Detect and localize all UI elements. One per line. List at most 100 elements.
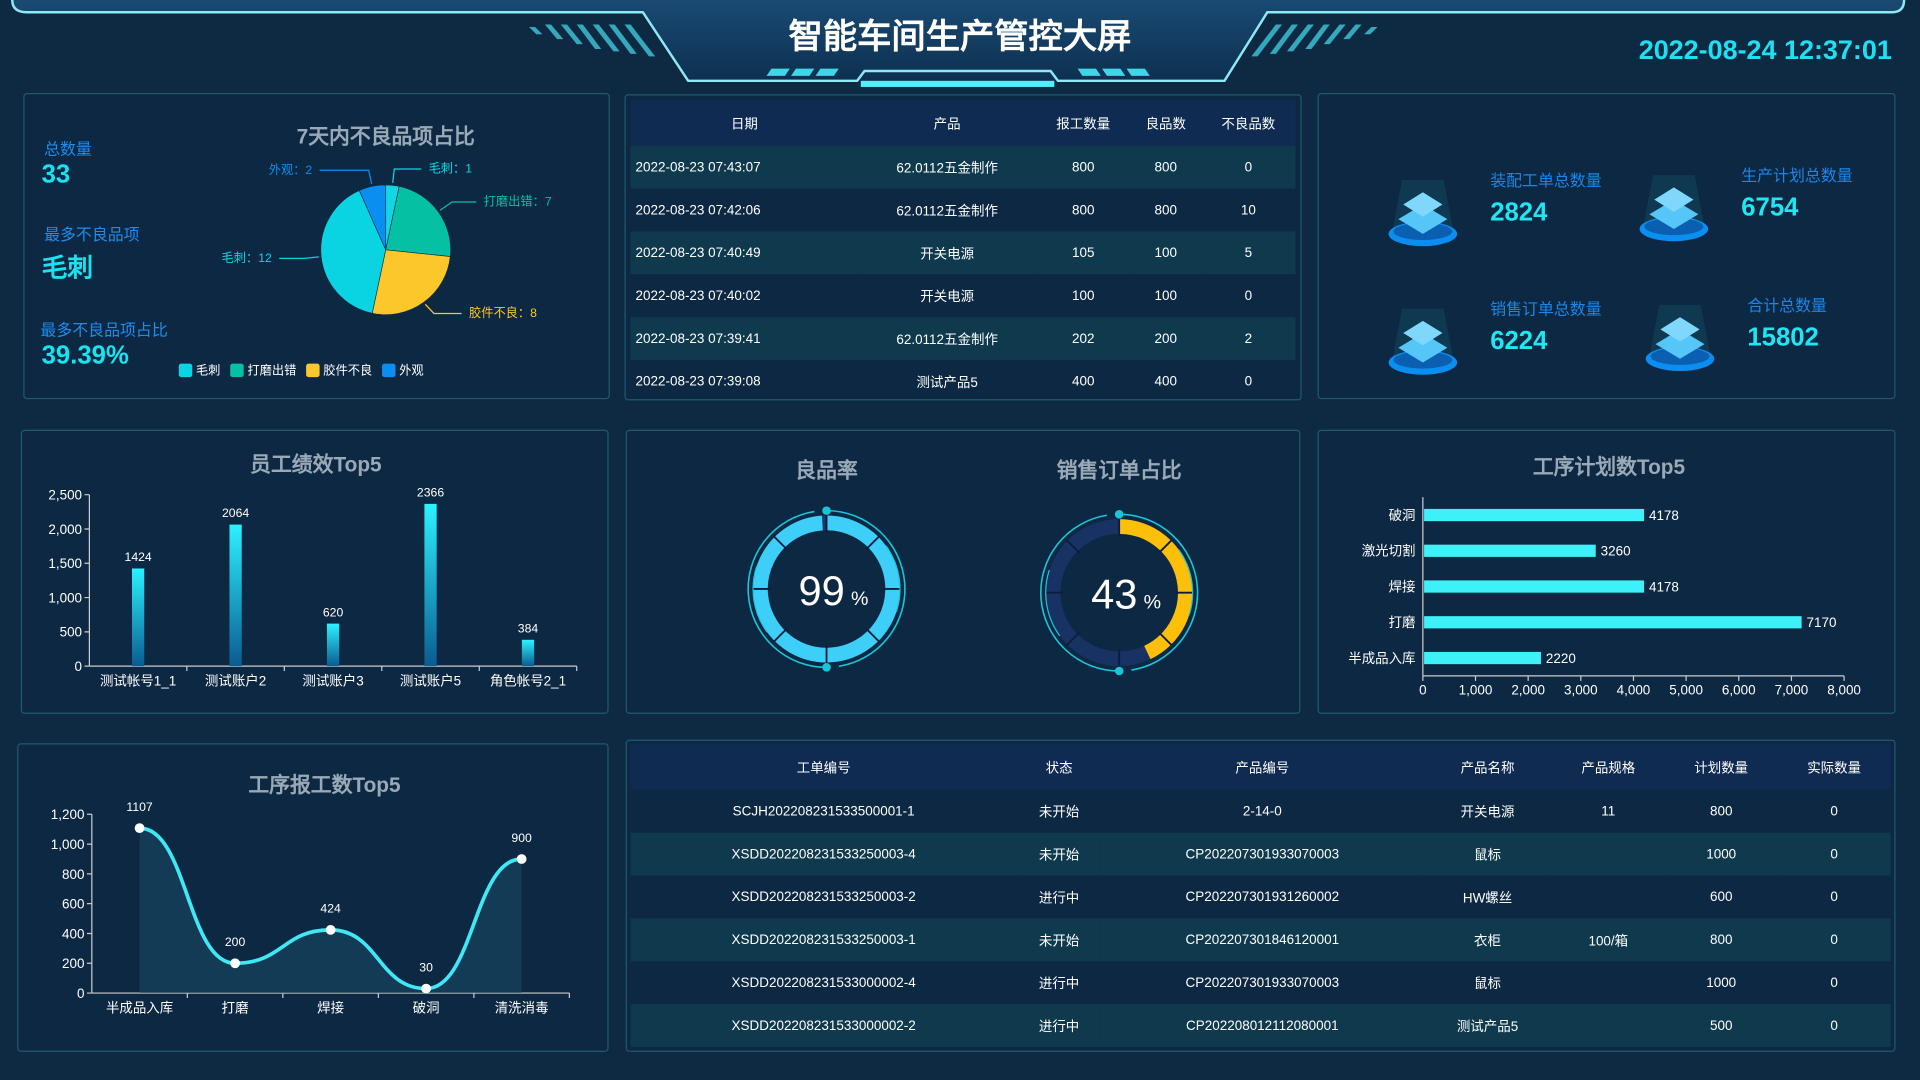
bar[interactable] <box>326 623 340 667</box>
pie-label-line <box>279 256 319 259</box>
gauges: 99% 43% <box>747 506 1199 676</box>
table-cell: 0 <box>1777 1004 1891 1047</box>
table-row[interactable]: 2022-08-23 07:43:07 62.0112五金制作 800 800 0 <box>630 145 1296 189</box>
table-row[interactable]: 2022-08-23 07:40:49 开关电源 105 100 5 <box>630 231 1296 275</box>
bar-value-label: 620 <box>323 605 344 619</box>
bar[interactable] <box>521 639 535 667</box>
x-tick-label: 0 <box>1419 682 1426 697</box>
legend-item[interactable]: 外观 <box>382 360 424 378</box>
bar[interactable] <box>424 503 437 667</box>
x-tick-label: 测试账户5 <box>400 673 461 689</box>
table-row[interactable]: XSDD202208231533000002-4 进行中 CP20220730193… <box>631 961 1891 1004</box>
stat-label: 合计总数量 <box>1747 296 1827 315</box>
column-header[interactable]: 产品编号 <box>1101 744 1424 790</box>
bar-value-label: 2064 <box>222 506 249 520</box>
line-point[interactable] <box>134 823 145 834</box>
table-cell: 800 <box>1130 145 1202 189</box>
table-cell: 800 <box>1154 202 1178 218</box>
pie-slice[interactable] <box>385 185 451 257</box>
table-row[interactable]: SCJH202208231533500001-1 未开始 2-14-0 开关电源 11 8… <box>631 790 1891 833</box>
column-header[interactable]: 不良品数 <box>1201 100 1296 146</box>
table-row[interactable]: 2022-08-23 07:42:06 62.0112五金制作 800 800 10 <box>631 189 1296 232</box>
table-cell: 0 <box>1830 889 1838 905</box>
table-cell: 100 <box>1154 288 1178 304</box>
table-cell: HW螺丝 <box>1462 890 1513 906</box>
legend-item[interactable]: 毛刺 <box>178 360 220 378</box>
legend-item[interactable]: 打磨出错 <box>230 360 296 378</box>
y-tick-label: 0 <box>75 659 82 674</box>
bar[interactable] <box>1424 508 1645 522</box>
pie-slice[interactable] <box>371 249 451 315</box>
stat-card: 合计总数量 15802 <box>1645 293 1827 372</box>
bar[interactable] <box>132 568 145 667</box>
table-row[interactable]: XSDD202208231533250003-4 未开始 CP20220730193… <box>630 832 1891 876</box>
column-header[interactable]: 实际数量 <box>1777 744 1891 790</box>
table-row[interactable]: 2022-08-23 07:39:41 62.0112五金制作 202 200 2 <box>630 317 1296 361</box>
table-cell: 11 <box>1601 803 1616 819</box>
stat-card: 装配工单总数量 2824 <box>1388 168 1602 247</box>
table-cell: 62.0112五金制作 <box>896 203 998 219</box>
column-header[interactable]: 产品名称 <box>1423 744 1552 790</box>
table-cell: 62.0112五金制作 <box>858 317 1037 361</box>
table-cell: 开关电源 <box>920 289 975 305</box>
legend-label: 胶件不良 <box>323 364 373 379</box>
bar-value-label: 7170 <box>1807 615 1837 630</box>
line-point[interactable] <box>230 958 241 969</box>
table-row[interactable]: XSDD202208231533250003-1 未开始 CP20220730184… <box>630 918 1891 962</box>
defect-panel: 7天内不良品项占比 总数量 33 最多不良品项 毛刺 最多不良品项占比 39.3… <box>23 93 610 400</box>
column-header[interactable]: 状态 <box>1016 744 1102 790</box>
table-cell: XSDD202208231533000002-4 <box>731 975 916 991</box>
table-cell: 600 <box>1709 889 1733 905</box>
employee-title: 员工绩效Top5 <box>250 453 382 477</box>
table-cell: 800 <box>1036 145 1131 189</box>
column-header[interactable]: 报工数量 <box>1036 100 1131 146</box>
table-cell: 2 <box>1201 317 1296 361</box>
table-row[interactable]: XSDD202208231533250003-2 进行中 CP20220730193… <box>631 876 1891 919</box>
table-cell: 未开始 <box>1038 805 1080 820</box>
pie-label: 毛刺：12 <box>222 251 273 265</box>
bar[interactable] <box>1424 616 1802 629</box>
table-row[interactable]: 2022-08-23 07:40:02 开关电源 100 100 0 <box>631 274 1296 317</box>
table-row[interactable]: 2022-08-23 07:39:08 测试产品5 400 400 0 <box>631 360 1296 403</box>
pie-slice[interactable] <box>320 190 387 314</box>
column-header[interactable]: 产品规格 <box>1551 744 1665 790</box>
bar[interactable] <box>1424 651 1541 665</box>
bar[interactable] <box>1424 580 1645 593</box>
legend-item[interactable]: 胶件不良 <box>306 360 372 378</box>
line-area <box>139 828 522 994</box>
defect-pie-chart: 毛刺：1 打磨出错：7 胶件不良：8 毛刺：12 外观：2 <box>222 162 552 320</box>
column-header[interactable]: 计划数量 <box>1664 744 1778 790</box>
y-tick-label: 2,500 <box>48 488 82 503</box>
stat-label: 销售订单总数量 <box>1490 300 1602 319</box>
y-tick-label: 400 <box>62 926 84 941</box>
pie-label-line <box>392 168 422 183</box>
table-cell: CP202207301931260002 <box>1185 889 1340 905</box>
column-header[interactable]: 工单编号 <box>630 744 1017 790</box>
gauge-panel: 良品率 销售订单占比 99% 43% <box>625 429 1301 714</box>
layers-icon <box>1388 308 1458 375</box>
process-plan-title: 工序计划数Top5 <box>1532 455 1686 479</box>
table-cell: 进行中 <box>1038 890 1080 906</box>
table-cell: XSDD202208231533250003-1 <box>630 918 1017 962</box>
pie-slice[interactable] <box>358 184 387 250</box>
table-row[interactable]: XSDD202208231533000002-2 进行中 CP20220801211… <box>630 1004 1891 1047</box>
bar[interactable] <box>1424 544 1596 557</box>
table-cell: 2022-08-23 07:40:49 <box>630 231 859 275</box>
line-point[interactable] <box>516 854 527 864</box>
top-ratio-label: 最多不良品项占比 <box>40 320 168 340</box>
column-header[interactable]: 日期 <box>630 100 859 146</box>
table-cell: 测试产品5 <box>1423 1004 1552 1047</box>
table-cell: CP202207301933070003 <box>1185 975 1340 991</box>
table-cell: 800 <box>1709 803 1733 819</box>
bar[interactable] <box>229 524 242 667</box>
stat-value: 6754 <box>1741 193 1799 222</box>
column-header[interactable]: 产品 <box>858 100 1037 146</box>
pie-label-line <box>424 303 462 315</box>
line-point[interactable] <box>421 983 432 994</box>
table-cell: 2022-08-23 07:42:06 <box>635 202 761 218</box>
table-cell: 400 <box>1154 374 1178 389</box>
column-header[interactable]: 良品数 <box>1130 100 1202 146</box>
table-cell: 0 <box>1777 832 1891 876</box>
line-point[interactable] <box>325 924 336 935</box>
table-cell: 0 <box>1830 975 1838 991</box>
